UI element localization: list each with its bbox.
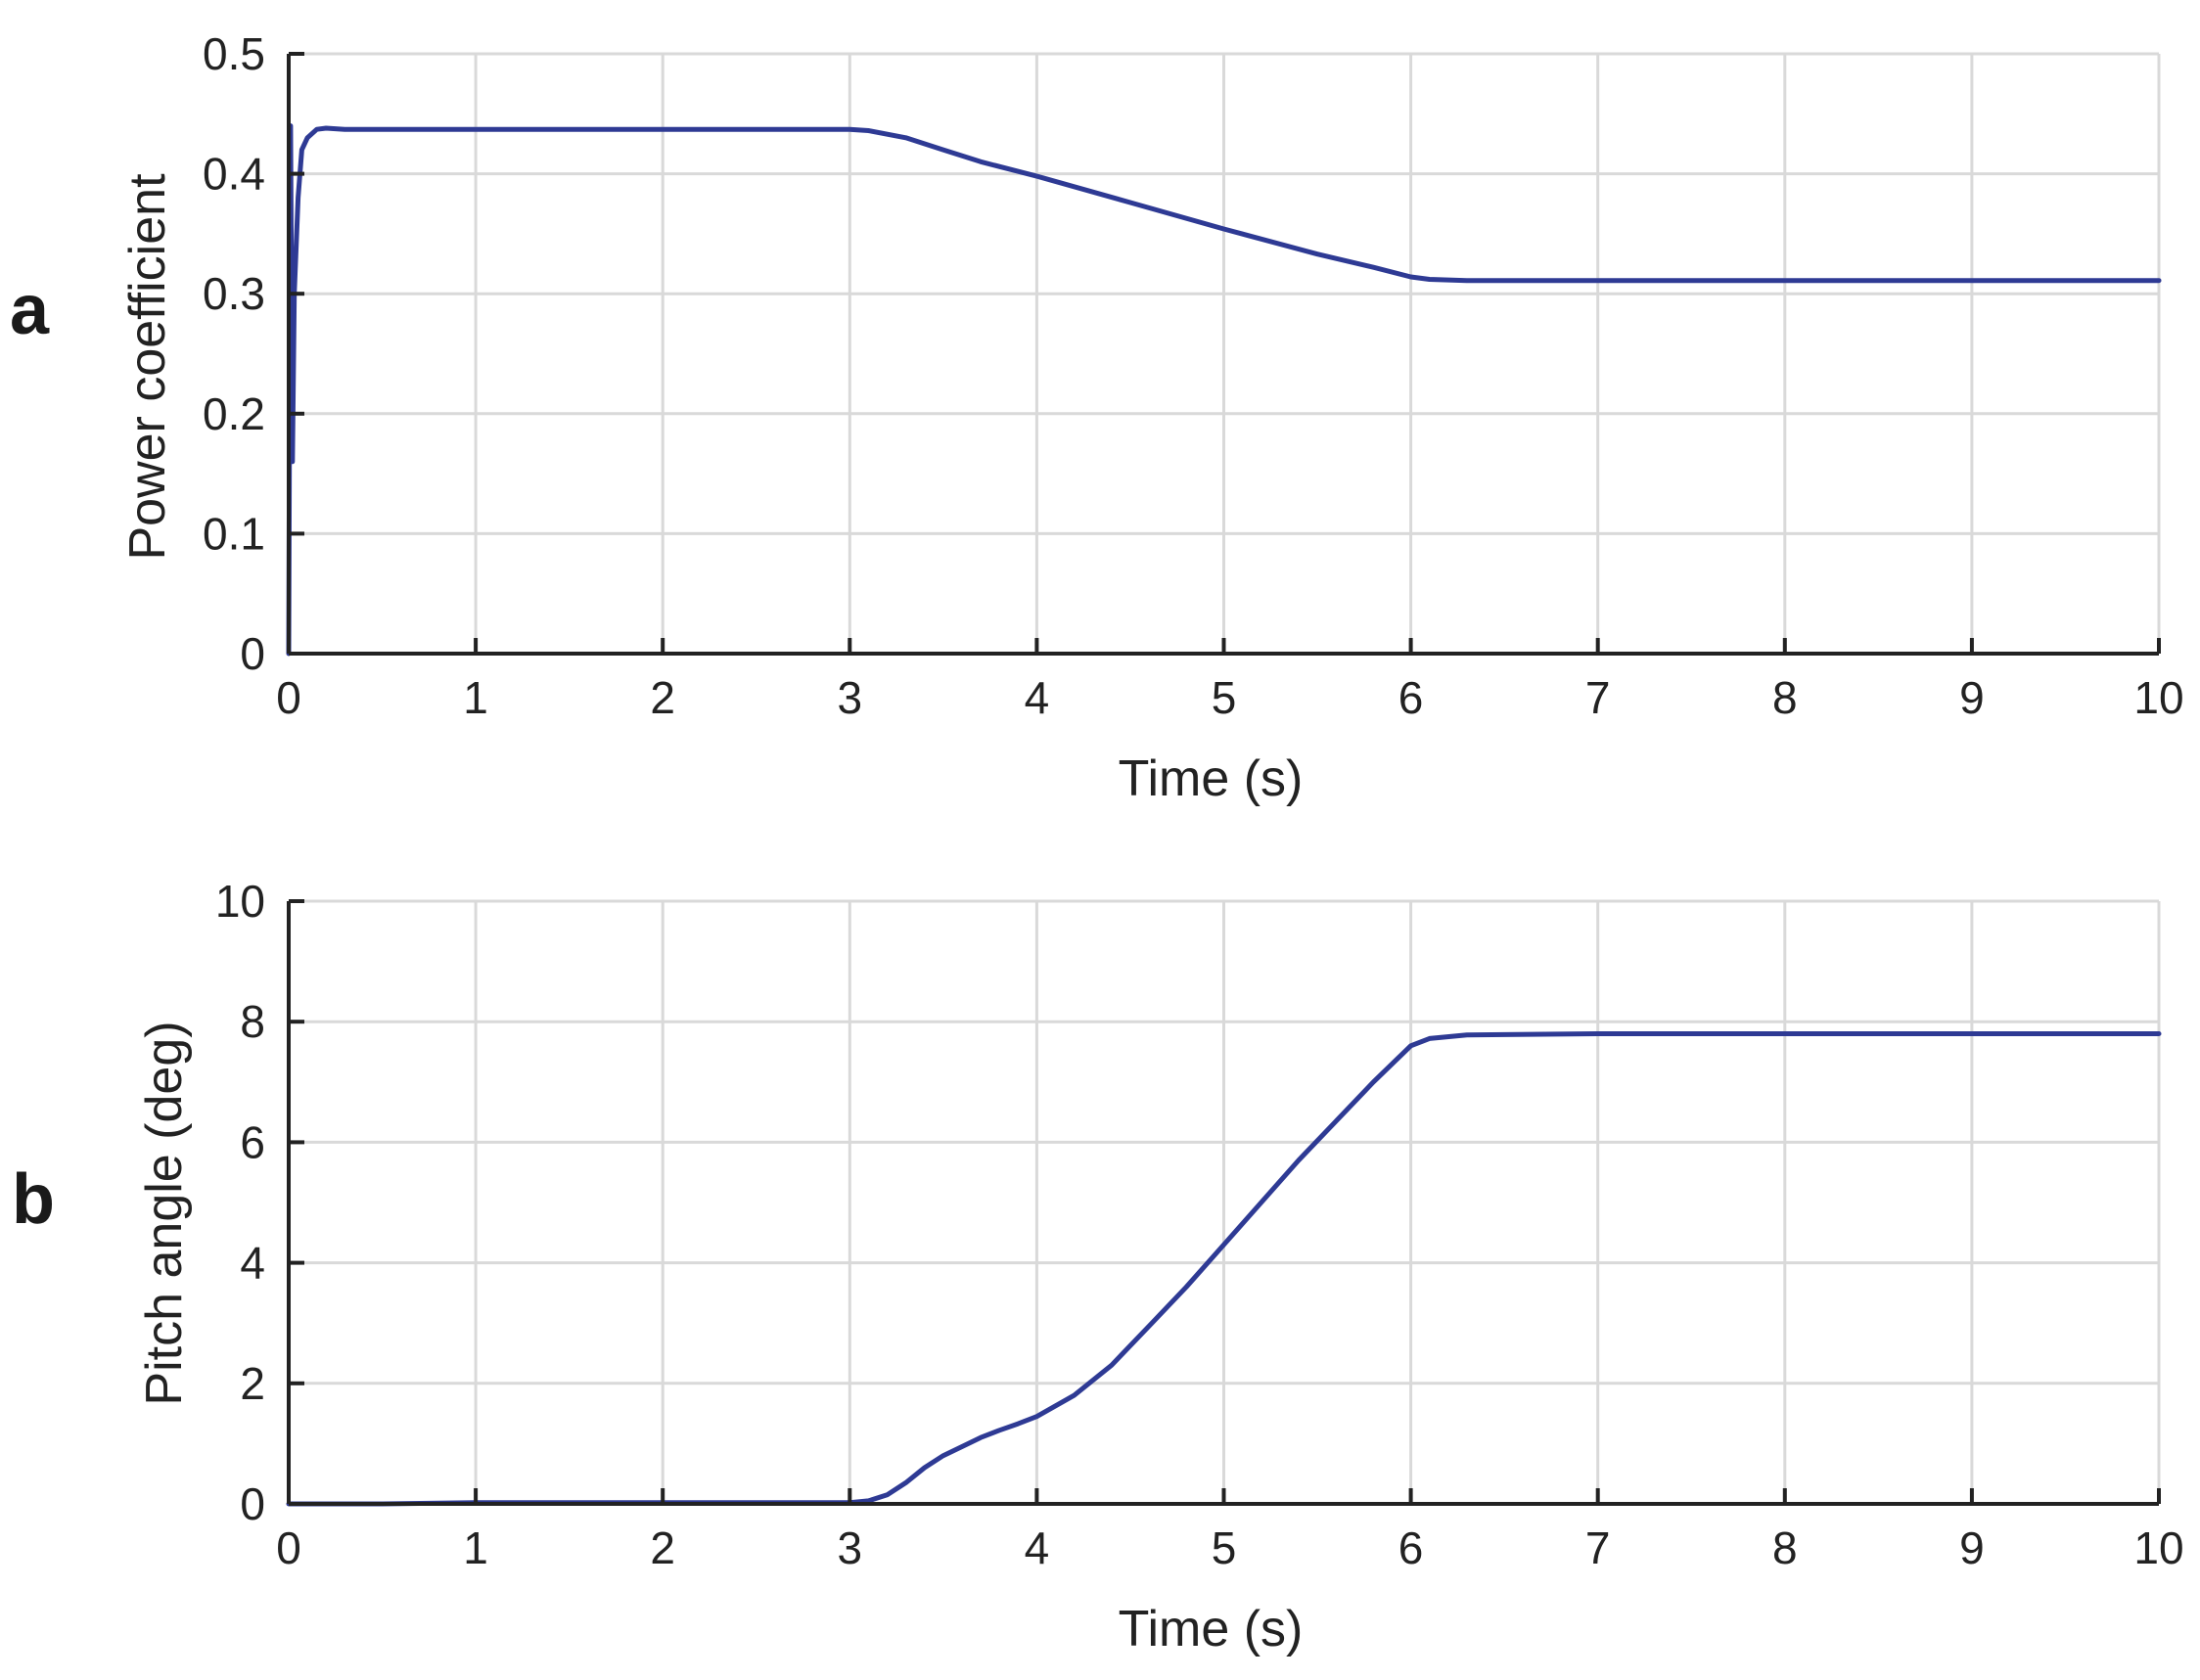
panel-b-series-line-0	[286, 1031, 2162, 1507]
panel-a-x-tick-label-8: 8	[1772, 672, 1798, 723]
panel-a-y-tick-label-4: 0.4	[203, 149, 265, 200]
panel-a-series	[286, 123, 2162, 657]
panel-a-y-ticks: 0 0.1 0.2 0.3 0.4 0.5	[203, 28, 304, 679]
panel-label-b: b	[12, 1160, 55, 1239]
panel-a-x-tick-label-5: 5	[1212, 672, 1237, 723]
panel-a-x-tick-label-2: 2	[650, 672, 675, 723]
panel-a-x-axis-title: Time (s)	[1119, 750, 1304, 807]
panel-b-y-tick-label-4: 8	[240, 996, 265, 1047]
panel-b-x-tick-label-0: 0	[276, 1522, 301, 1573]
panel-b-x-tick-label-10: 10	[2133, 1522, 2183, 1573]
panel-a-x-ticks: 0 1 2 3 4 5 6 7 8 9 10	[276, 638, 2184, 723]
panel-b-x-tick-label-6: 6	[1398, 1522, 1424, 1573]
panel-a-x-tick-label-1: 1	[463, 672, 488, 723]
panel-a: a 0 1 2 3 4 5 6 7 8 9 10 0 0.1 0.2 0.3 0.4 0.5 Time (s)…	[10, 28, 2184, 807]
panel-a-grid	[289, 52, 2161, 654]
panel-b-x-axis-title: Time (s)	[1119, 1601, 1304, 1657]
panel-b-y-tick-label-2: 4	[240, 1238, 265, 1289]
panel-a-y-tick-label-2: 0.2	[203, 388, 265, 439]
panel-b-x-tick-label-2: 2	[650, 1522, 675, 1573]
panel-a-series-line-0	[286, 123, 2162, 657]
panel-b: b 0 1 2 3 4 5 6 7 8 9 10 0 2 4 6 8 10 Time (s) Pitch an…	[12, 876, 2184, 1657]
panel-b-x-tick-label-5: 5	[1212, 1522, 1237, 1573]
panel-b-y-ticks: 0 2 4 6 8 10	[215, 876, 304, 1529]
panel-b-x-tick-label-7: 7	[1585, 1522, 1611, 1573]
panel-a-x-tick-label-4: 4	[1025, 672, 1050, 723]
panel-b-x-ticks: 0 1 2 3 4 5 6 7 8 9 10	[276, 1488, 2184, 1573]
panel-b-x-tick-label-8: 8	[1772, 1522, 1798, 1573]
panel-b-y-tick-label-1: 2	[240, 1358, 265, 1409]
panel-a-x-tick-label-0: 0	[276, 672, 301, 723]
panel-a-x-tick-label-3: 3	[838, 672, 863, 723]
panel-a-y-tick-label-0: 0	[240, 628, 265, 679]
panel-a-x-tick-label-9: 9	[1959, 672, 1985, 723]
panel-a-y-tick-label-5: 0.5	[203, 28, 265, 79]
panel-b-grid	[289, 899, 2161, 1504]
panel-a-y-tick-label-1: 0.1	[203, 508, 265, 559]
panel-a-y-tick-label-3: 0.3	[203, 268, 265, 319]
panel-b-y-axis-title: Pitch angle (deg)	[136, 1021, 193, 1405]
panel-b-y-tick-label-3: 6	[240, 1116, 265, 1167]
panel-b-x-tick-label-1: 1	[463, 1522, 488, 1573]
panel-b-y-tick-label-0: 0	[240, 1478, 265, 1529]
panel-a-x-tick-label-6: 6	[1398, 672, 1424, 723]
panel-a-x-tick-label-10: 10	[2133, 672, 2183, 723]
panel-b-x-tick-label-4: 4	[1025, 1522, 1050, 1573]
panel-a-x-tick-label-7: 7	[1585, 672, 1611, 723]
panel-label-a: a	[10, 271, 50, 349]
panel-b-y-tick-label-5: 10	[215, 876, 265, 927]
panel-a-y-axis-title: Power coefficient	[119, 173, 176, 561]
panel-b-series	[286, 1031, 2162, 1507]
panel-b-x-tick-label-3: 3	[838, 1522, 863, 1573]
panel-b-x-tick-label-9: 9	[1959, 1522, 1985, 1573]
